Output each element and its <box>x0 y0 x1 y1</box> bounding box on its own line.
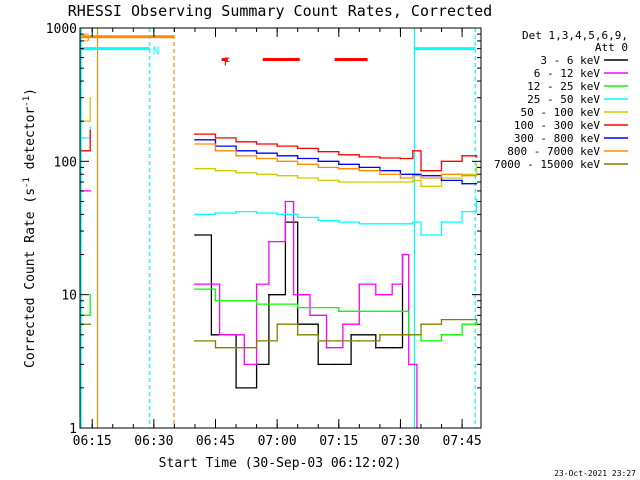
legend-label-1: 6 - 12 keV <box>534 67 601 80</box>
legend-label-6: 300 - 800 keV <box>514 132 600 145</box>
legend-header-line-2: Att 0 <box>595 41 628 54</box>
y-tick-label: 10 <box>61 289 77 304</box>
x-axis-label: Start Time (30-Sep-03 06:12:02) <box>159 456 402 471</box>
series-line-8 <box>195 318 477 349</box>
legend-label-4: 50 - 100 keV <box>521 106 601 119</box>
legend-header-line-1: Det 1,3,4,5,6,9, <box>522 29 628 42</box>
legend-label-3: 25 - 50 keV <box>527 93 600 106</box>
series-line-7 <box>195 143 477 179</box>
generation-timestamp: 23-Oct-2021 23:27 <box>554 469 636 478</box>
x-tick-label: 07:00 <box>258 434 297 449</box>
series-line-4 <box>195 164 478 187</box>
series-line-1 <box>195 200 418 428</box>
y-axis-label: Corrected Count Rate (s-1 detector-1) <box>22 88 38 368</box>
x-tick-label: 07:45 <box>443 434 482 449</box>
y-axis-label-exponent-2: -1 <box>22 96 32 107</box>
x-tick-label: 07:15 <box>319 434 358 449</box>
legend-label-8: 7000 - 15000 keV <box>494 158 600 171</box>
series-line-2 <box>81 294 91 316</box>
series-7 <box>194 143 478 179</box>
legend-label-2: 12 - 25 keV <box>527 80 600 93</box>
x-tick-label: 06:15 <box>73 434 112 449</box>
flag-label-S: S <box>83 32 90 45</box>
legend-label-7: 800 - 7000 keV <box>507 145 600 158</box>
legend-label-5: 100 - 300 keV <box>514 119 600 132</box>
flag-label-F: F <box>224 56 231 69</box>
chart-title: RHESSI Observing Summary Count Rates, Co… <box>68 2 492 20</box>
series-5 <box>81 129 478 172</box>
y-tick-label: 100 <box>54 155 77 170</box>
series-line-3 <box>195 199 478 236</box>
plot-area: S N F <box>80 28 478 429</box>
series-line-5 <box>195 133 478 172</box>
series-line-2 <box>195 288 478 342</box>
x-tick-label: 06:45 <box>196 434 235 449</box>
y-tick-label: 1 <box>69 422 77 437</box>
legend-label-0: 3 - 6 keV <box>540 54 600 67</box>
series-line-5 <box>81 130 91 152</box>
x-tick-label: 06:30 <box>134 434 173 449</box>
series-line-4 <box>81 97 91 122</box>
series-line-6 <box>195 139 477 185</box>
y-axis-label-exponent: -1 <box>22 177 32 188</box>
y-tick-label: 1000 <box>46 22 77 37</box>
y-axis: 1 10 100 1000 <box>46 22 481 437</box>
plot-frame <box>79 27 482 429</box>
series-4 <box>81 96 478 188</box>
x-tick-label: 07:30 <box>381 434 420 449</box>
series-line-0 <box>195 221 404 389</box>
flag-label-N: N <box>153 45 160 58</box>
x-axis: 06:15 06:30 06:45 07:00 07:15 07:30 07:45 <box>73 28 482 449</box>
series-6 <box>194 139 478 185</box>
